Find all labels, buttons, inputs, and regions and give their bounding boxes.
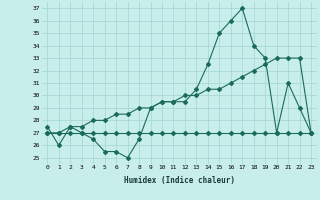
X-axis label: Humidex (Indice chaleur): Humidex (Indice chaleur): [124, 176, 235, 185]
